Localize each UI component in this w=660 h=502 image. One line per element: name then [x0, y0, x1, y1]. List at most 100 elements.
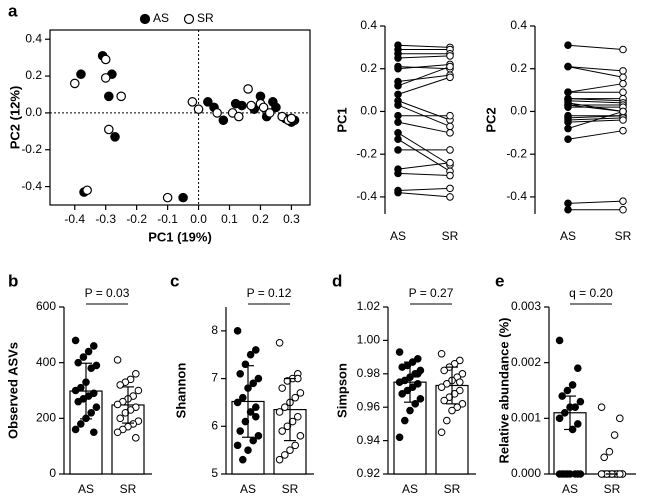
- y-axis-label: PC2 (12%): [7, 86, 22, 150]
- point: [446, 193, 454, 201]
- point: [619, 116, 627, 124]
- point: [113, 428, 122, 437]
- point: [561, 408, 569, 417]
- point: [574, 470, 582, 478]
- annotation: q = 0.20: [569, 286, 613, 300]
- point: [446, 146, 454, 154]
- x-tick-label: 0.2: [252, 212, 269, 226]
- point: [283, 422, 292, 431]
- x-tick-label: 0.3: [283, 212, 300, 226]
- point: [264, 108, 275, 118]
- point: [249, 436, 257, 445]
- point: [398, 390, 407, 398]
- point: [403, 386, 412, 395]
- y-tick-label: 0: [49, 466, 56, 480]
- point: [104, 124, 114, 135]
- y-tick-label: 0.4: [25, 31, 42, 45]
- point: [401, 416, 409, 425]
- point: [233, 398, 242, 407]
- point: [619, 107, 627, 116]
- point: [394, 129, 402, 137]
- point: [296, 432, 305, 440]
- pair-line: [397, 55, 451, 59]
- point: [121, 408, 130, 417]
- pair-line: [567, 200, 624, 204]
- y-tick-label: 8: [211, 323, 218, 337]
- point: [246, 350, 255, 359]
- point: [394, 169, 402, 178]
- point: [458, 400, 467, 408]
- y-tick-label: 0.000: [511, 466, 541, 480]
- point: [132, 434, 140, 442]
- point: [600, 453, 609, 462]
- point: [411, 400, 420, 408]
- point: [162, 192, 173, 203]
- plot-frame: [49, 29, 311, 206]
- pair-line: [397, 192, 451, 198]
- point: [414, 380, 422, 388]
- point: [241, 417, 250, 426]
- point: [275, 408, 284, 416]
- pair-line: [397, 172, 451, 177]
- point: [254, 432, 263, 440]
- pair-line: [397, 63, 451, 70]
- point: [74, 397, 82, 406]
- y-tick-label: 0.002: [511, 355, 541, 369]
- point: [239, 455, 247, 464]
- pair-line: [567, 100, 624, 104]
- point: [395, 348, 404, 356]
- point: [414, 354, 422, 363]
- point: [275, 455, 284, 464]
- point: [564, 103, 572, 111]
- point: [69, 78, 80, 89]
- pair-line: [567, 104, 624, 112]
- point: [408, 383, 417, 391]
- pair-line: [567, 115, 624, 119]
- point: [446, 62, 454, 71]
- point: [252, 412, 260, 421]
- point: [446, 52, 454, 60]
- x-tick-label: AS: [402, 482, 418, 496]
- y-tick-label: 1.00: [357, 333, 381, 347]
- pair-line: [567, 130, 624, 140]
- y-tick-label: -0.4: [21, 179, 42, 193]
- point: [597, 403, 606, 412]
- y-tick-label: 0.003: [511, 299, 541, 313]
- point: [134, 386, 143, 395]
- point: [398, 363, 407, 371]
- x-tick-label: SR: [282, 482, 299, 496]
- point: [244, 446, 252, 454]
- legend-marker: [139, 13, 151, 25]
- point: [252, 346, 260, 354]
- x-tick-label: SR: [120, 482, 137, 496]
- point: [110, 132, 120, 142]
- point: [113, 356, 122, 364]
- point: [90, 428, 98, 437]
- pair-line: [567, 83, 624, 93]
- point: [76, 69, 86, 80]
- panel-letter: a: [8, 1, 18, 20]
- point: [291, 393, 300, 402]
- y-tick-label: 0.0: [510, 104, 527, 118]
- y-axis-label: Observed ASVs: [5, 342, 20, 439]
- y-tick-label: 0.4: [360, 18, 377, 32]
- point: [239, 393, 247, 402]
- point: [252, 403, 260, 412]
- point: [605, 447, 614, 456]
- point: [450, 390, 459, 398]
- point: [597, 470, 606, 478]
- point: [104, 91, 114, 102]
- panel-letter: b: [8, 271, 18, 290]
- point: [619, 67, 627, 75]
- point: [456, 386, 464, 395]
- x-tick-label: SR: [615, 229, 632, 243]
- point: [132, 370, 140, 378]
- panel-letter: e: [495, 271, 504, 290]
- point: [563, 386, 572, 395]
- x-tick-label: -0.3: [95, 212, 116, 226]
- annotation: P = 0.03: [85, 286, 130, 300]
- y-tick-label: 0.0: [25, 105, 42, 119]
- point: [291, 441, 300, 450]
- point: [90, 342, 98, 350]
- point: [234, 111, 244, 122]
